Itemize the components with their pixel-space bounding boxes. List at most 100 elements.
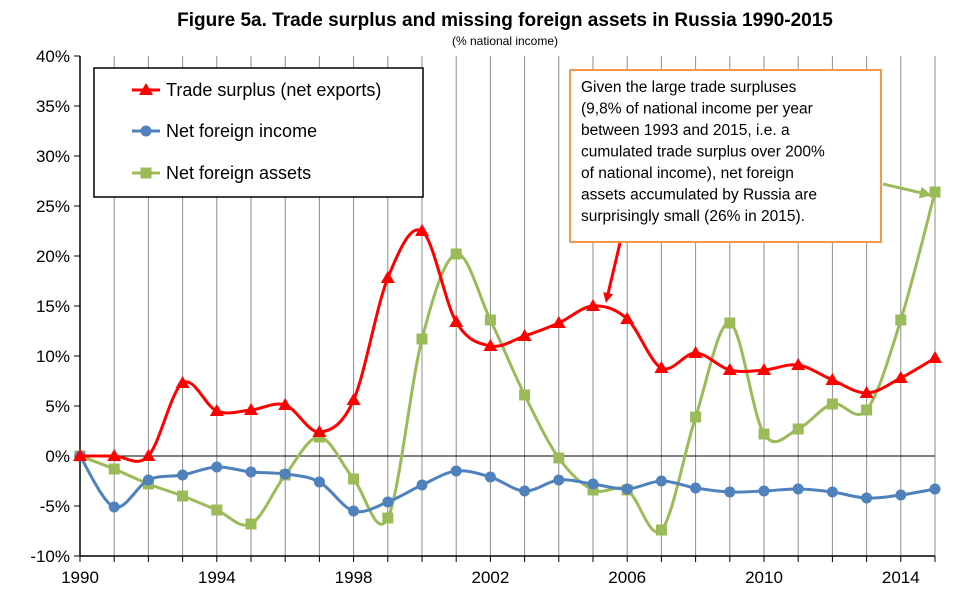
y-tick-label: -5% [40, 497, 70, 516]
annotation-line: between 1993 and 2015, i.e. a [581, 122, 790, 139]
data-point [758, 485, 770, 497]
data-point [893, 371, 908, 383]
data-point [724, 486, 736, 498]
annotation-line: (9,8% of national income per year [581, 101, 813, 118]
data-point [895, 314, 907, 326]
data-point [177, 490, 189, 502]
x-tick-label: 1990 [61, 568, 99, 587]
data-point [108, 501, 120, 513]
data-point [245, 518, 257, 530]
data-point [928, 351, 942, 363]
series-line [78, 455, 936, 514]
data-point [483, 339, 498, 351]
data-point [244, 403, 258, 415]
data-point [380, 271, 395, 283]
data-point [450, 465, 462, 477]
data-point [519, 485, 531, 497]
data-point [792, 483, 804, 495]
data-point [825, 373, 840, 385]
data-point [108, 463, 120, 475]
data-point [688, 346, 703, 358]
legend-item: Net foreign assets [132, 163, 311, 183]
legend-label: Trade surplus (net exports) [166, 80, 381, 100]
annotation-line: cumulated trade surplus over 200% [581, 144, 825, 161]
y-tick-label: 20% [36, 247, 70, 266]
data-point [654, 361, 669, 373]
x-tick-label: 2002 [471, 568, 509, 587]
legend-label: Net foreign income [166, 121, 317, 141]
data-point [722, 363, 737, 375]
data-point [895, 489, 907, 501]
data-point [517, 329, 532, 341]
data-point [690, 482, 702, 494]
series-triangle [73, 224, 942, 463]
data-point [278, 398, 293, 410]
series-line [80, 228, 936, 463]
data-point [211, 504, 223, 516]
data-point [757, 363, 771, 375]
annotation-box [569, 69, 882, 243]
data-point [553, 474, 565, 486]
data-point [73, 449, 87, 461]
data-point [929, 483, 941, 495]
y-tick-label: 25% [36, 197, 70, 216]
data-point [484, 314, 496, 326]
data-point [655, 524, 667, 536]
y-tick-label: 15% [36, 297, 70, 316]
y-tick-label: 40% [36, 47, 70, 66]
y-tick-label: 35% [36, 97, 70, 116]
y-tick-label: 0% [45, 447, 70, 466]
data-point [313, 476, 325, 488]
data-point [484, 471, 496, 483]
legend-swatch-marker [140, 125, 152, 137]
annotation-arrow-assets [882, 182, 932, 199]
data-point [175, 376, 190, 388]
annotation-line: assets accumulated by Russia are [581, 187, 817, 204]
data-point [791, 358, 806, 370]
series-line [79, 191, 937, 534]
annotation-line: surprisingly small (26% in 2015). [581, 208, 805, 225]
data-point [245, 466, 257, 478]
data-point [209, 404, 224, 416]
x-tick-label: 1998 [335, 568, 373, 587]
data-point [861, 404, 873, 416]
data-point [620, 312, 635, 324]
annotation: Given the large trade surpluses (9,8% of … [569, 69, 932, 303]
data-point [655, 475, 667, 487]
data-point [279, 468, 291, 480]
x-tick-label: 2010 [745, 568, 783, 587]
legend-item: Net foreign income [132, 121, 317, 141]
x-tick-label: 2006 [608, 568, 646, 587]
data-point [107, 449, 122, 461]
y-tick-label: 10% [36, 347, 70, 366]
series-layer [73, 186, 942, 536]
data-point [450, 248, 462, 260]
legend-swatch-marker [139, 83, 153, 95]
data-point [724, 317, 736, 329]
annotation-line: Given the large trade surpluses [581, 79, 797, 96]
axes: -10% -5% 0% 5% 10% 15% 20% 25% 30% 35% 40% 1990 1994… [30, 47, 936, 587]
legend-item: Trade surplus (net exports) [132, 80, 381, 100]
data-point [177, 469, 189, 481]
data-point [551, 316, 566, 328]
data-point [382, 512, 394, 524]
data-point [758, 428, 770, 440]
data-point [348, 473, 360, 485]
data-point [859, 386, 874, 398]
annotation-text: Given the large trade surpluses (9,8% of … [581, 79, 825, 225]
data-point [312, 425, 327, 437]
legend-label: Net foreign assets [166, 163, 311, 183]
data-point [348, 505, 360, 517]
data-point [621, 483, 633, 495]
data-point [861, 492, 873, 504]
data-point [416, 479, 428, 491]
data-point [141, 449, 156, 461]
x-tick-label: 1994 [198, 568, 236, 587]
data-point [690, 411, 702, 423]
data-point [587, 484, 599, 496]
data-point [415, 224, 429, 236]
legend-swatch-marker [140, 167, 152, 179]
legend: Trade surplus (net exports) Net foreign i… [93, 67, 424, 198]
data-point [587, 478, 599, 490]
